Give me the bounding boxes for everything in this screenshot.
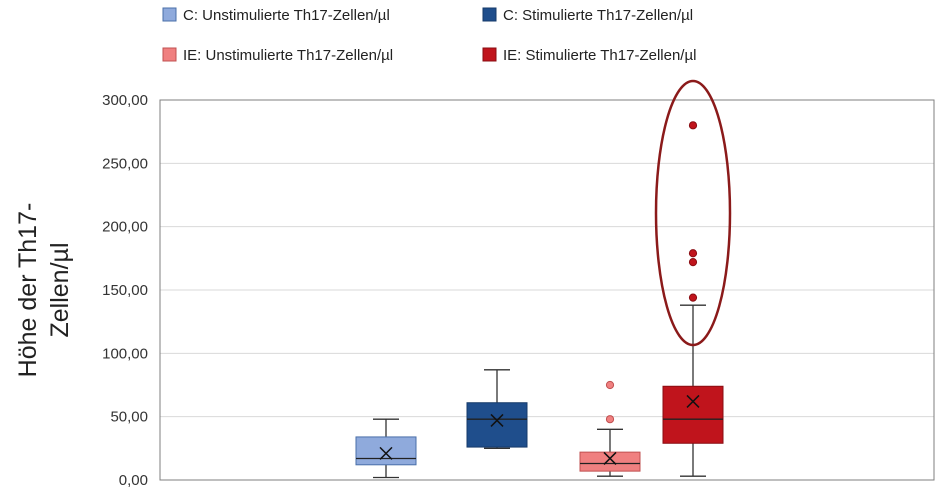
legend-swatch	[162, 7, 177, 22]
box-group	[662, 121, 724, 477]
box-iqr	[355, 436, 417, 466]
legend-item: C: Unstimulierte Th17-Zellen/µl	[162, 7, 390, 24]
legend-label: IE: Unstimulierte Th17-Zellen/µl	[183, 47, 393, 64]
y-axis-label-line-1: Höhe der Th17-	[14, 203, 42, 378]
legend-swatch	[482, 7, 497, 22]
legend-item: IE: Stimulierte Th17-Zellen/µl	[482, 47, 696, 64]
legend-label: C: Stimulierte Th17-Zellen/µl	[503, 7, 693, 24]
mean-marker	[379, 446, 393, 460]
y-axis-label-line-2: Zellen/µl	[46, 243, 74, 338]
box-iqr	[662, 385, 724, 444]
legend-label: IE: Stimulierte Th17-Zellen/µl	[503, 47, 696, 64]
y-tick-label: 200,00	[102, 219, 148, 236]
legend-item: IE: Unstimulierte Th17-Zellen/µl	[162, 47, 393, 64]
mean-marker	[686, 394, 700, 408]
outlier-point	[688, 293, 698, 302]
grid-lines	[160, 99, 934, 481]
box-group	[579, 380, 641, 477]
legend-item: C: Stimulierte Th17-Zellen/µl	[482, 7, 693, 24]
y-tick-label: 300,00	[102, 92, 148, 109]
y-tick-label: 250,00	[102, 155, 148, 172]
box-series	[355, 121, 724, 479]
outlier-point	[688, 258, 698, 267]
y-tick-label: 100,00	[102, 345, 148, 362]
y-tick-label: 0,00	[119, 472, 148, 489]
legend-swatch	[482, 47, 497, 62]
legend: C: Unstimulierte Th17-Zellen/µl C: Stimul…	[162, 7, 696, 64]
legend-swatch	[162, 47, 177, 62]
plot-area-frame	[159, 99, 935, 481]
outlier-point	[605, 380, 615, 390]
outlier-highlight-ellipse	[654, 79, 732, 347]
y-tick-label: 50,00	[110, 409, 148, 426]
outlier-point	[688, 249, 698, 258]
y-tick-label: 150,00	[102, 282, 148, 299]
y-axis-ticks: 0,00 50,00 100,00 150,00 200,00 250,00 300,00	[102, 92, 148, 489]
box-iqr	[466, 402, 528, 448]
box-group	[355, 418, 417, 479]
outlier-point	[688, 121, 698, 130]
box-iqr	[579, 451, 641, 472]
mean-marker	[490, 413, 504, 427]
outlier-point	[605, 415, 615, 424]
legend-label: C: Unstimulierte Th17-Zellen/µl	[183, 7, 390, 24]
box-group	[466, 369, 528, 449]
mean-marker	[603, 451, 617, 465]
